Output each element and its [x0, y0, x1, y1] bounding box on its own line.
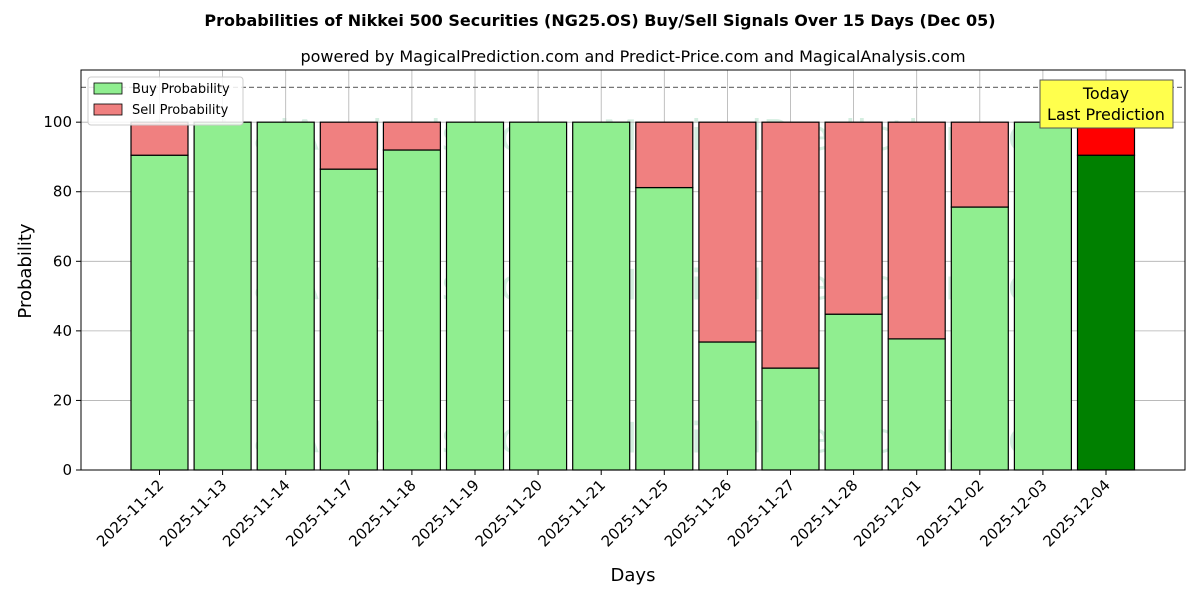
- sell-bar: [382, 121, 441, 151]
- legend-box: [87, 76, 244, 126]
- sell-bar: [319, 121, 378, 170]
- buy-bar: [572, 121, 631, 471]
- bars: [130, 121, 1136, 471]
- legend: Buy Probability Sell Probability: [87, 76, 244, 126]
- sell-bar: [130, 121, 189, 156]
- y-tick-label: 20: [53, 391, 72, 409]
- sell-bar: [950, 121, 1009, 208]
- today-annotation: Today Last Prediction: [1039, 79, 1174, 129]
- y-tick-label: 80: [53, 183, 72, 201]
- today-annotation-line2: Last Prediction: [1047, 105, 1165, 124]
- chart-title: Probabilities of Nikkei 500 Securities (…: [204, 11, 995, 30]
- plot-frame: [80, 69, 1186, 471]
- sell-bar: [635, 121, 694, 189]
- y-axis-ticks: 0 20 40 60 80 100: [43, 113, 81, 479]
- y-tick-label: 40: [53, 322, 72, 340]
- buy-bar: [130, 154, 189, 471]
- y-axis-label: Probability: [15, 223, 36, 318]
- legend-sell-label: Sell Probability: [132, 103, 229, 118]
- sell-bar: [824, 121, 883, 315]
- buy-bar: [887, 338, 946, 471]
- sell-bar: [698, 121, 757, 343]
- y-tick-label: 60: [53, 252, 72, 270]
- buy-bar: [761, 367, 820, 471]
- buy-bar: [445, 121, 505, 471]
- buy-bar: [635, 186, 694, 471]
- buy-bar: [509, 121, 568, 471]
- buy-bar: [1013, 121, 1073, 471]
- legend-sell-swatch: [93, 103, 123, 116]
- buy-bar: [950, 206, 1009, 471]
- buy-bar: [824, 313, 883, 471]
- today-annotation-box: [1039, 79, 1174, 129]
- today-annotation-line1: Today: [1082, 84, 1129, 103]
- buy-bar: [193, 121, 252, 471]
- buy-bar: [1076, 154, 1136, 471]
- legend-buy-swatch: [93, 82, 123, 95]
- buy-bar: [319, 168, 378, 471]
- y-tick-label: 0: [62, 461, 72, 479]
- chart-subtitle: powered by MagicalPrediction.com and Pre…: [300, 47, 965, 66]
- buy-bar: [698, 341, 757, 471]
- buy-bar: [256, 121, 315, 471]
- sell-bar: [761, 121, 820, 369]
- y-tick-label: 100: [43, 113, 72, 131]
- x-axis-label: Days: [611, 565, 656, 586]
- legend-buy-label: Buy Probability: [132, 82, 230, 97]
- buy-bar: [382, 149, 441, 471]
- sell-bar: [887, 121, 946, 340]
